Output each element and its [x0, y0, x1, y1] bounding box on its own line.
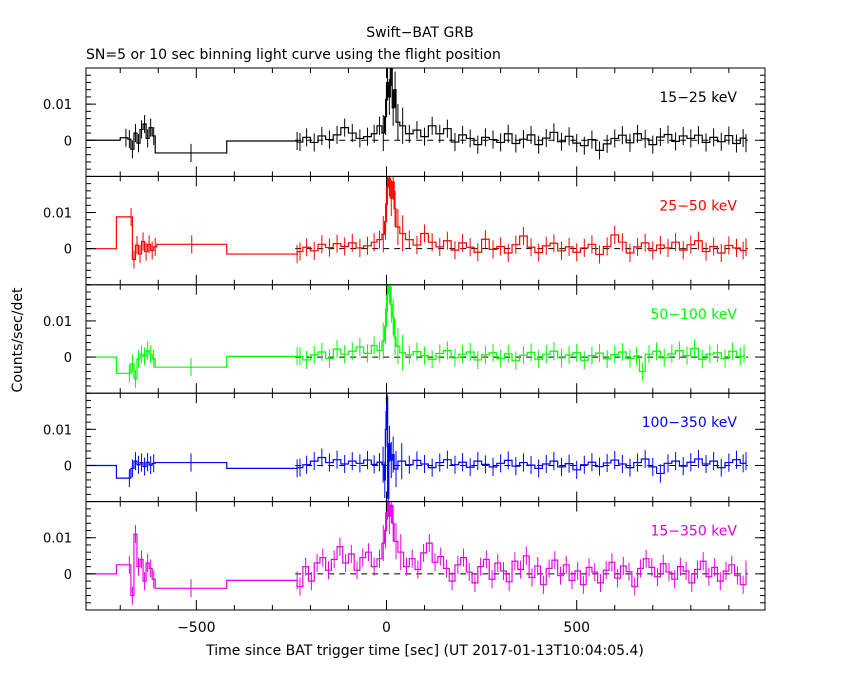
light-curve-4 [86, 396, 747, 499]
series-label-2: 25−50 keV [659, 198, 737, 214]
panels-group: 0 0.01 15−25 keV 0 0.01 25−50 keV 0 0.01 50−100 … [43, 67, 766, 636]
light-curve-1 [86, 68, 747, 154]
light-curve-3 [86, 284, 745, 380]
series-label-1: 15−25 keV [659, 90, 737, 106]
light-curve-2 [86, 177, 747, 261]
error-bars-4 [128, 393, 747, 502]
y-tick-label: 0.01 [43, 207, 72, 222]
panel-frame-4 [85, 392, 766, 503]
y-tick-label: 0.01 [43, 98, 72, 113]
y-tick-label: 0.01 [43, 423, 72, 438]
x-tick-label: −500 [177, 620, 215, 636]
chart-title: Swift−BAT GRB [366, 25, 473, 41]
y-axis-label: Counts/sec/det [10, 287, 26, 392]
y-tick-label: 0 [64, 134, 72, 149]
y-tick-label: 0 [64, 459, 72, 474]
chart-subtitle: SN=5 or 10 sec binning light curve using… [86, 47, 501, 63]
x-axis-label: Time since BAT trigger time [sec] (UT 20… [205, 643, 644, 659]
panel-frame-2 [85, 175, 766, 286]
y-tick-label: 0 [64, 568, 72, 583]
y-tick-label: 0 [64, 351, 72, 366]
y-tick-label: 0 [64, 243, 72, 258]
panel-frame-1 [85, 67, 766, 177]
y-tick-label: 0.01 [43, 532, 72, 547]
panel-frame-5 [85, 501, 766, 611]
light-curve-5 [86, 501, 747, 597]
series-label-3: 50−100 keV [650, 307, 737, 323]
x-tick-label: 500 [563, 620, 590, 636]
panel-frame-3 [85, 284, 766, 394]
x-tick-label: 0 [382, 620, 391, 636]
y-tick-label: 0.01 [43, 315, 72, 330]
series-label-4: 100−350 keV [642, 415, 738, 431]
series-label-5: 15−350 keV [650, 524, 737, 540]
